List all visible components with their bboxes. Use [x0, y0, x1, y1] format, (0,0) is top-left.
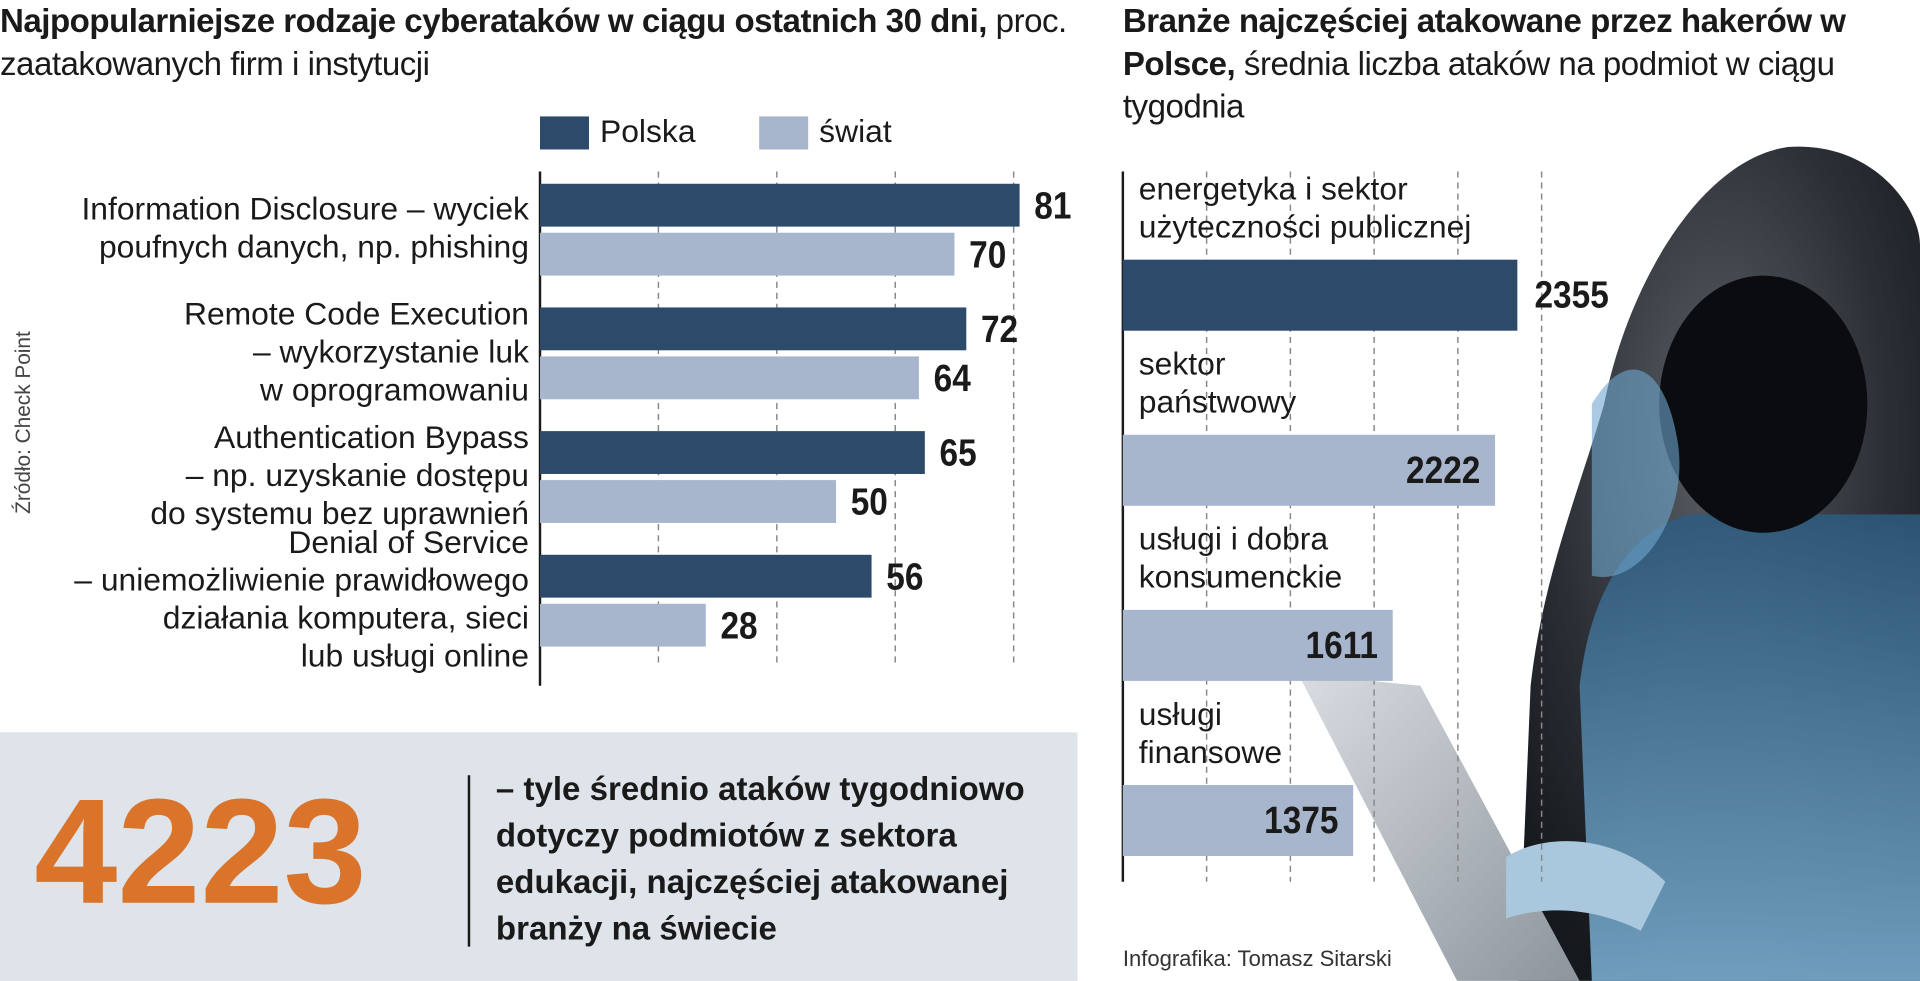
category-label: – wykorzystanie luk	[253, 333, 529, 369]
callout-text: edukacji, najczęściej atakowanej	[496, 864, 1009, 901]
category-label: użyteczności publicznej	[1139, 208, 1472, 244]
category-label: – np. uzyskanie dostępu	[186, 457, 529, 493]
callout-number: 4223	[34, 768, 366, 935]
chart-subtitle: proc. zaatakowanych firm i instytucji	[0, 2, 1067, 83]
callout-text: dotyczy podmiotów z sektora	[496, 817, 958, 854]
bar	[540, 232, 955, 276]
legend-label: świat	[819, 113, 892, 149]
category-label: finansowe	[1139, 734, 1282, 770]
value-label: 56	[886, 555, 923, 597]
chart-title: Najpopularniejsze rodzaje cyberataków w …	[0, 2, 987, 40]
value-label: 70	[969, 233, 1006, 275]
value-label: 81	[1034, 184, 1071, 226]
category-label: konsumenckie	[1139, 559, 1342, 595]
chart-title-block: Najpopularniejsze rodzaje cyberataków w …	[0, 0, 1078, 86]
bar	[540, 431, 925, 474]
value-label: 2222	[1406, 449, 1480, 491]
category-label: – uniemożliwienie prawidłowego	[74, 562, 529, 598]
category-label: Denial of Service	[288, 524, 529, 560]
category-label: usługi i dobra	[1139, 521, 1329, 557]
category-label: energetyka i sektor	[1139, 171, 1408, 207]
category-label: poufnych danych, np. phishing	[99, 229, 529, 265]
bar	[540, 603, 706, 647]
value-label: 1611	[1306, 624, 1378, 666]
title-box: Najpopularniejsze rodzaje cyberataków w …	[0, 0, 1078, 86]
chart-subtitle: średnia liczba ataków na podmiot w ciągu…	[1122, 45, 1835, 125]
bar	[1122, 784, 1354, 857]
value-label: 64	[934, 357, 971, 399]
legend-label: Polska	[600, 113, 696, 149]
callout-text: branży na świecie	[496, 910, 777, 947]
legend-swatch	[540, 116, 589, 150]
value-label: 72	[981, 308, 1018, 350]
chart-title-block: Branże najczęściej atakowane przez haker…	[1123, 0, 1907, 129]
category-label: Remote Code Execution	[184, 295, 529, 331]
bar	[1122, 259, 1518, 331]
bar	[540, 183, 1020, 227]
category-label: do systemu bez uprawnień	[150, 495, 529, 531]
category-label: lub usługi online	[301, 638, 529, 674]
category-label: usługi	[1139, 696, 1222, 732]
category-label: państwowy	[1139, 384, 1297, 420]
source: Źródło: Check Point	[12, 331, 35, 514]
category-label: Information Disclosure – wyciek	[81, 191, 529, 227]
value-label: 28	[720, 604, 757, 646]
value-label: 50	[851, 481, 888, 523]
category-label: Authentication Bypass	[214, 419, 529, 455]
credit: Infografika: Tomasz Sitarski	[1123, 946, 1392, 971]
callout-box	[0, 732, 1078, 981]
value-label: 65	[940, 432, 977, 474]
callout-text: – tyle średnio ataków tygodniowo	[496, 771, 1025, 808]
chart-title: Branże najczęściej atakowane przez haker…	[1122, 2, 1846, 83]
bar	[540, 356, 919, 400]
value-label: 2355	[1534, 274, 1608, 316]
bar	[540, 307, 967, 351]
category-label: sektor	[1139, 346, 1226, 382]
bar	[1122, 609, 1393, 681]
legend-swatch	[759, 116, 809, 150]
category-label: w oprogramowaniu	[259, 371, 529, 407]
title-box: Branże najczęściej atakowane przez haker…	[1123, 0, 1907, 129]
category-label: działania komputera, sieci	[163, 600, 529, 636]
bar	[540, 480, 837, 523]
hacker-illustration	[1297, 146, 1920, 981]
bar	[1122, 434, 1496, 506]
bar	[540, 554, 872, 598]
value-label: 1375	[1264, 799, 1338, 841]
